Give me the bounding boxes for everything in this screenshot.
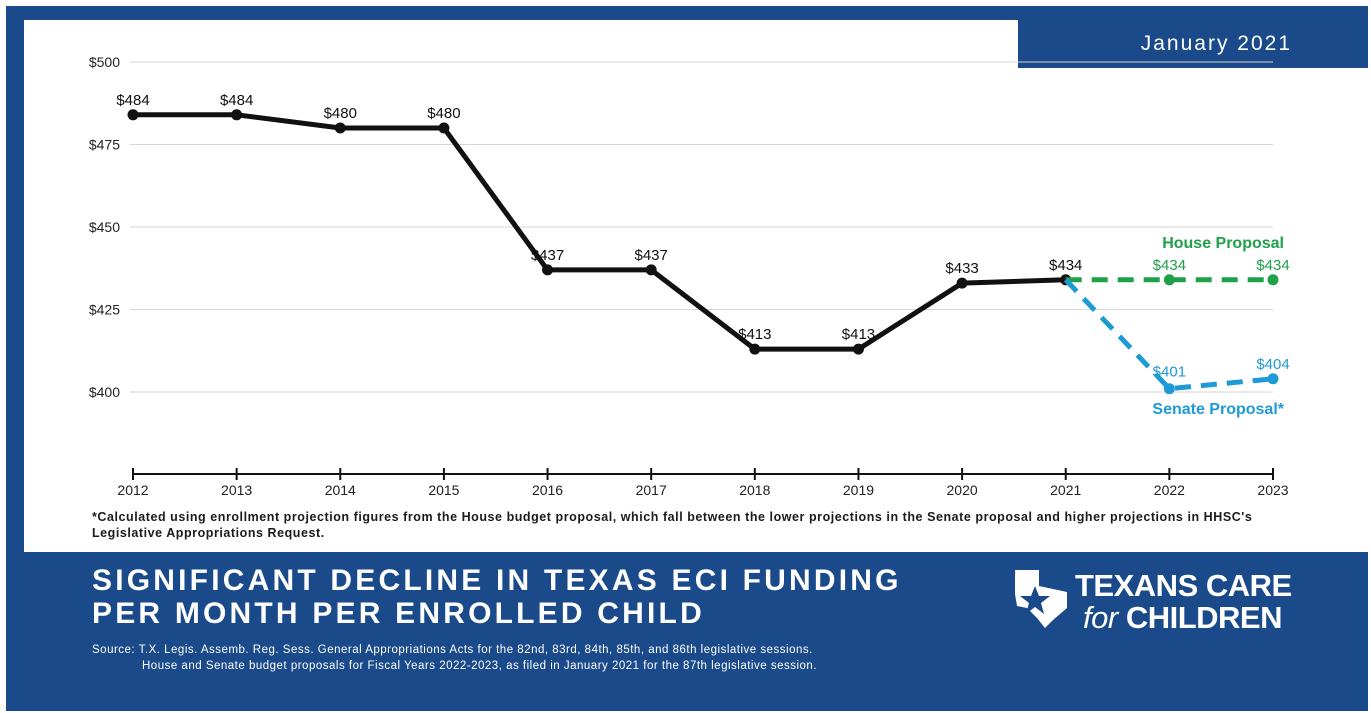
logo-children: CHILDREN	[1125, 600, 1283, 635]
data-label-0-2014: $480	[324, 105, 357, 122]
logo-for: for	[1083, 600, 1118, 635]
y-tick-label-400: $400	[89, 384, 120, 400]
x-tick-label-2012: 2012	[117, 482, 148, 498]
x-tick-label-2019: 2019	[843, 482, 874, 498]
chart-panel: January 2021	[24, 20, 1368, 552]
y-tick-label-450: $450	[89, 219, 120, 235]
x-tick-label-2022: 2022	[1154, 482, 1185, 498]
x-tick-label-2023: 2023	[1257, 482, 1288, 498]
data-label-0-2012: $484	[116, 92, 149, 109]
house-proposal-label: House Proposal	[1162, 235, 1284, 252]
data-labels: $484 $484 $480 $480 $437 $437 $413 $413 $433 $434…	[116, 92, 1289, 418]
data-label-0-2013: $484	[220, 92, 253, 109]
data-point-0-2012	[127, 109, 139, 121]
source-note: Source: T.X. Legis. Assemb. Reg. Sess. G…	[92, 642, 817, 674]
data-label-0-2017: $437	[634, 247, 667, 264]
source-line-1: Source: T.X. Legis. Assemb. Reg. Sess. G…	[92, 644, 813, 656]
data-label-0-2019: $413	[842, 326, 875, 343]
y-tick-label-475: $475	[89, 137, 120, 153]
data-point-0-2016	[542, 264, 554, 276]
date-badge: January 2021	[1018, 20, 1368, 68]
data-label-0-2020: $433	[945, 260, 978, 277]
footnote: *Calculated using enrollment projection …	[92, 510, 1253, 540]
logo-line-1: TEXANS CARE	[1075, 568, 1292, 603]
data-label-2-2023: $404	[1256, 356, 1289, 373]
y-tick-label-500: $500	[89, 54, 120, 70]
data-label-0-2016: $437	[531, 247, 564, 264]
series-line-2	[1063, 278, 1274, 392]
x-tick-label-2020: 2020	[947, 482, 978, 498]
data-point-0-2020	[956, 277, 968, 289]
x-tick-label-2014: 2014	[325, 482, 356, 498]
y-tick-label-425: $425	[89, 302, 120, 318]
title-line-2: PER MONTH PER ENROLLED CHILD	[92, 597, 705, 630]
data-label-0-2015: $480	[427, 105, 460, 122]
x-axis: 2012 2013 2014 2015 2016 2017 2018 2019 2020 2021…	[117, 468, 1289, 498]
senate-proposal-label: Senate Proposal*	[1152, 401, 1284, 418]
x-tick-label-2016: 2016	[532, 482, 563, 498]
data-point-1-2022	[1163, 274, 1175, 286]
title-line-1: SIGNIFICANT DECLINE IN TEXAS ECI FUNDING	[92, 564, 902, 597]
data-point-2-2023	[1267, 373, 1279, 385]
data-point-1-2023	[1267, 274, 1279, 286]
texas-star-map-icon	[1015, 570, 1067, 628]
data-point-0-2019	[852, 343, 864, 355]
gridlines: $400 $425 $450 $475 $500	[89, 54, 1273, 400]
data-label-1-2023: $434	[1256, 257, 1289, 274]
data-label-0-2021: $434	[1049, 257, 1082, 274]
x-tick-label-2021: 2021	[1050, 482, 1081, 498]
data-point-0-2018	[749, 343, 761, 355]
data-point-0-2013	[231, 109, 243, 121]
source-line-2: House and Senate budget proposals for Fi…	[142, 660, 818, 672]
x-tick-label-2015: 2015	[428, 482, 459, 498]
x-tick-label-2018: 2018	[739, 482, 770, 498]
data-point-0-2014	[334, 122, 346, 134]
x-tick-label-2013: 2013	[221, 482, 252, 498]
data-point-2-2022	[1163, 383, 1175, 395]
page-title: SIGNIFICANT DECLINE IN TEXAS ECI FUNDING…	[92, 564, 902, 630]
series-lines	[127, 109, 1279, 395]
data-label-1-2022: $434	[1153, 257, 1186, 274]
x-tick-label-2017: 2017	[636, 482, 667, 498]
data-point-0-2017	[645, 264, 657, 276]
data-label-0-2018: $413	[738, 326, 771, 343]
logo-line-2: for CHILDREN	[1083, 600, 1282, 636]
series-line-0	[133, 112, 1066, 352]
logo: TEXANS CARE for CHILDREN	[1013, 568, 1293, 636]
data-point-0-2015	[438, 122, 450, 134]
data-label-2-2022: $401	[1153, 364, 1186, 381]
